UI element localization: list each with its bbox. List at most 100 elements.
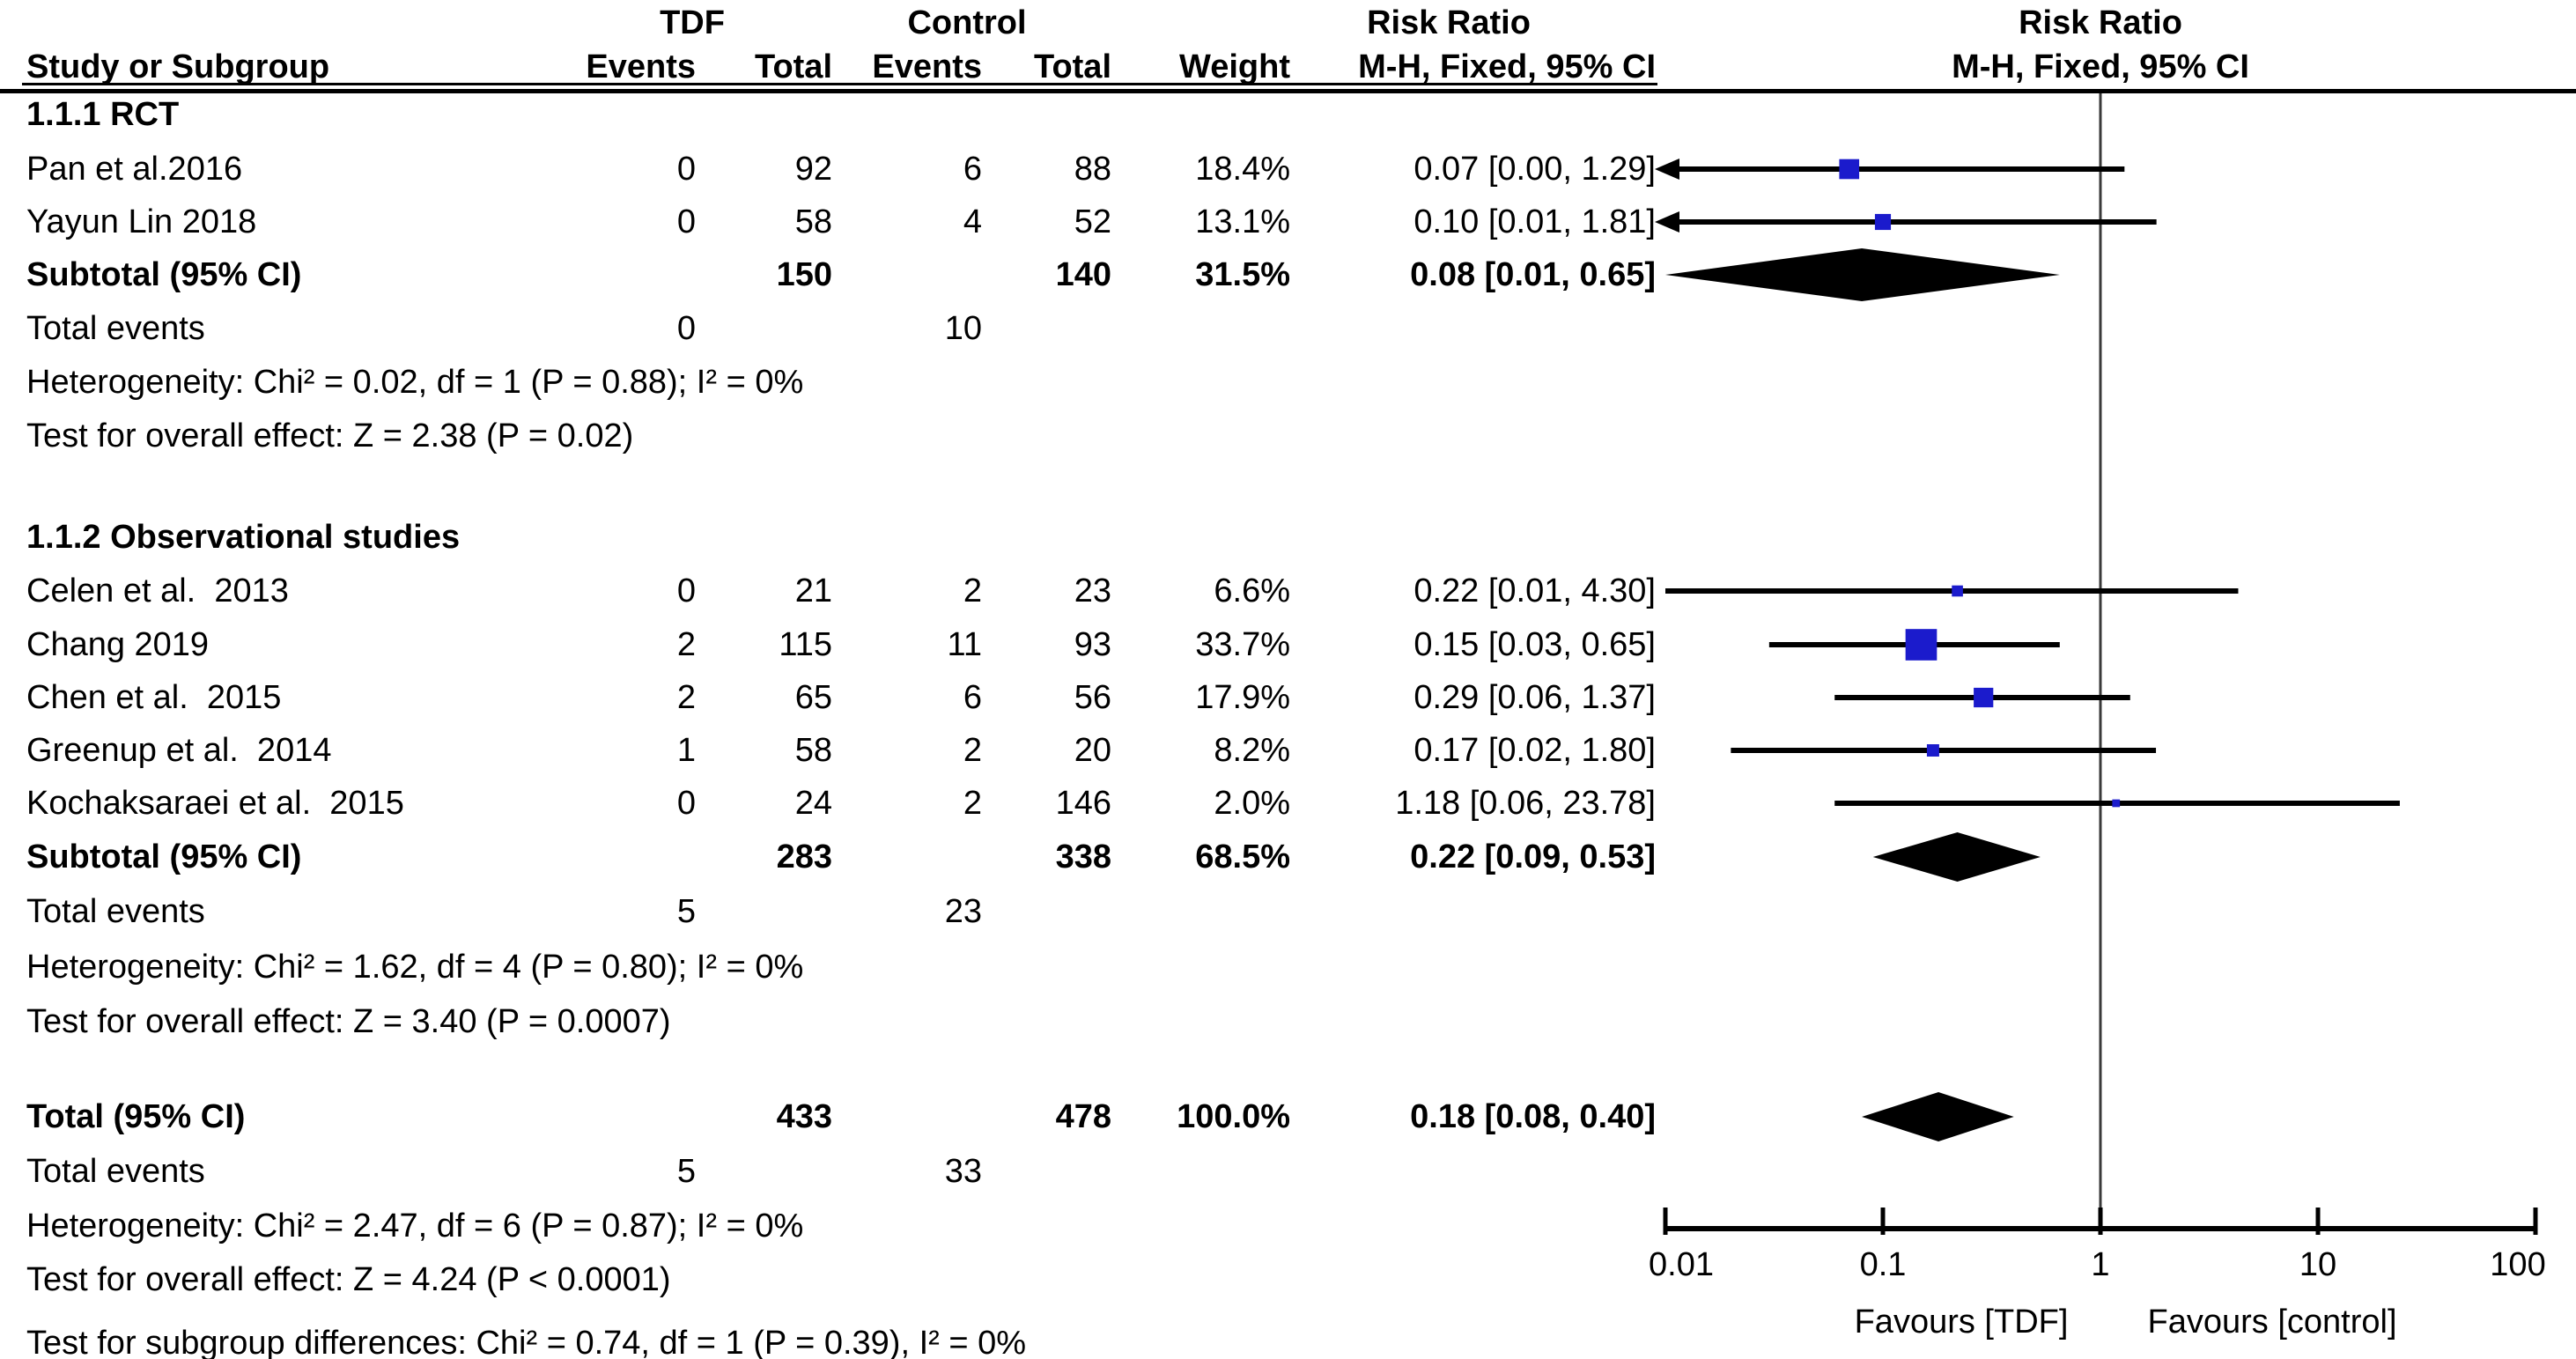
tdf-total: 58 — [794, 203, 832, 240]
risk-ratio-ci: 0.22 [0.01, 4.30] — [1413, 572, 1656, 609]
tdf-total: 283 — [776, 838, 832, 875]
control-events: 2 — [963, 732, 982, 769]
study-name: Chang 2019 — [26, 626, 210, 663]
control-total: 56 — [1074, 679, 1111, 716]
column-group-control: Control — [907, 4, 1027, 41]
control-total: 478 — [1055, 1098, 1111, 1135]
control-events: 4 — [963, 203, 982, 240]
column-study: Study or Subgroup — [26, 48, 330, 85]
study-row: Yayun Lin 2018 0 58 4 52 13.1% 0.10 [0.0… — [0, 196, 1666, 248]
favours-left-label: Favours [TDF] — [1855, 1304, 2069, 1341]
study-row: Chen et al. 2015 2 65 6 56 17.9% 0.29 [0… — [0, 671, 1666, 724]
overall-effect-line: Test for overall effect: Z = 3.40 (P = 0… — [26, 1003, 671, 1040]
tdf-total: 21 — [794, 572, 832, 609]
weight-value: 2.0% — [1214, 785, 1290, 822]
effect-marker — [1905, 629, 1938, 661]
axis-tick-label: 10 — [2299, 1246, 2336, 1283]
control-events: 33 — [944, 1153, 982, 1190]
risk-ratio-ci: 0.17 [0.02, 1.80] — [1413, 732, 1656, 769]
column-mh-fixed-ci: M-H, Fixed, 95% CI — [1358, 48, 1656, 85]
heterogeneity-line: Heterogeneity: Chi² = 2.47, df = 6 (P = … — [26, 1208, 804, 1245]
total-row: Total (95% CI) 433 478 100.0% 0.18 [0.08… — [0, 1090, 1666, 1143]
study-row: Kochaksaraei et al. 2015 0 24 2 146 2.0%… — [0, 777, 1666, 830]
weight-value: 8.2% — [1214, 732, 1290, 769]
weight-value: 18.4% — [1195, 151, 1290, 188]
weight-value: 100.0% — [1177, 1098, 1290, 1135]
tdf-events: 0 — [676, 572, 696, 609]
weight-value: 33.7% — [1195, 626, 1290, 663]
tdf-total: 65 — [794, 679, 832, 716]
tdf-events: 5 — [676, 1153, 696, 1190]
subgroup-header-observational: 1.1.2 Observational studies — [26, 519, 461, 556]
control-total: 23 — [1074, 572, 1111, 609]
plot-subtitle-mh-fixed-ci: M-H, Fixed, 95% CI — [1952, 48, 2249, 85]
control-total: 146 — [1055, 785, 1111, 822]
weight-value: 17.9% — [1195, 679, 1290, 716]
control-events: 6 — [963, 151, 982, 188]
study-name: Pan et al.2016 — [26, 151, 243, 188]
risk-ratio-ci: 0.08 [0.01, 0.65] — [1410, 256, 1656, 293]
pooled-diamond — [1862, 1092, 2014, 1141]
header-underline — [22, 83, 1657, 85]
column-weight: Weight — [1179, 48, 1290, 85]
effect-marker — [1926, 744, 1939, 757]
pooled-diamond — [1665, 248, 2060, 301]
control-events: 11 — [947, 626, 982, 663]
plot-title-risk-ratio: Risk Ratio — [2019, 4, 2182, 41]
tdf-total: 92 — [794, 151, 832, 188]
column-group-tdf: TDF — [660, 4, 725, 41]
total-events-row: Total events 5 23 — [0, 885, 1666, 938]
tdf-events: 0 — [676, 151, 696, 188]
subgroup-header-rct: 1.1.1 RCT — [26, 96, 180, 133]
tdf-total: 433 — [776, 1098, 832, 1135]
tdf-total: 24 — [794, 785, 832, 822]
risk-ratio-ci: 0.15 [0.03, 0.65] — [1413, 626, 1656, 663]
risk-ratio-ci: 0.29 [0.06, 1.37] — [1413, 679, 1656, 716]
heterogeneity-line: Heterogeneity: Chi² = 1.62, df = 4 (P = … — [26, 949, 804, 986]
column-tdf-events: Events — [586, 48, 696, 85]
weight-value: 6.6% — [1214, 572, 1290, 609]
total-events-row: Total events 0 10 — [0, 302, 1666, 355]
axis-tick-label: 0.1 — [1860, 1246, 1907, 1283]
tdf-events: 0 — [676, 203, 696, 240]
control-total: 338 — [1055, 838, 1111, 875]
tdf-events: 0 — [676, 310, 696, 347]
effect-marker — [1874, 213, 1892, 231]
control-total: 88 — [1074, 151, 1111, 188]
weight-value: 13.1% — [1195, 203, 1290, 240]
tdf-events: 2 — [676, 626, 696, 663]
weight-value: 68.5% — [1195, 838, 1290, 875]
tdf-total: 150 — [776, 256, 832, 293]
effect-marker — [1839, 159, 1860, 180]
axis-tick-label: 1 — [2091, 1246, 2109, 1283]
subtotal-row: Subtotal (95% CI) 150 140 31.5% 0.08 [0.… — [0, 248, 1666, 301]
subtotal-row: Subtotal (95% CI) 283 338 68.5% 0.22 [0.… — [0, 831, 1666, 883]
overall-effect-line: Test for overall effect: Z = 2.38 (P = 0… — [26, 417, 634, 454]
study-name: Celen et al. 2013 — [26, 572, 289, 609]
effect-marker — [2112, 799, 2121, 808]
column-control-total: Total — [1034, 48, 1111, 85]
risk-ratio-ci: 1.18 [0.06, 23.78] — [1395, 785, 1656, 822]
column-tdf-total: Total — [755, 48, 832, 85]
study-name: Chen et al. 2015 — [26, 679, 282, 716]
control-total: 20 — [1074, 732, 1111, 769]
tdf-events: 1 — [676, 732, 696, 769]
study-row: Pan et al.2016 0 92 6 88 18.4% 0.07 [0.0… — [0, 143, 1666, 196]
tdf-total: 58 — [794, 732, 832, 769]
weight-value: 31.5% — [1195, 256, 1290, 293]
subgroup-differences-line: Test for subgroup differences: Chi² = 0.… — [26, 1325, 1027, 1359]
tdf-total: 115 — [779, 626, 832, 663]
study-row: Celen et al. 2013 0 21 2 23 6.6% 0.22 [0… — [0, 565, 1666, 617]
total-events-row: Total events 5 33 — [0, 1145, 1666, 1198]
control-total: 52 — [1074, 203, 1111, 240]
control-total: 140 — [1055, 256, 1111, 293]
risk-ratio-ci: 0.22 [0.09, 0.53] — [1410, 838, 1656, 875]
study-row: Chang 2019 2 115 11 93 33.7% 0.15 [0.03,… — [0, 618, 1666, 671]
control-events: 6 — [963, 679, 982, 716]
column-group-risk-ratio: Risk Ratio — [1367, 4, 1531, 41]
tdf-events: 0 — [676, 785, 696, 822]
pooled-diamond — [1872, 832, 2041, 882]
axis-tick-label: 100 — [2490, 1246, 2545, 1283]
study-name: Kochaksaraei et al. 2015 — [26, 785, 404, 822]
